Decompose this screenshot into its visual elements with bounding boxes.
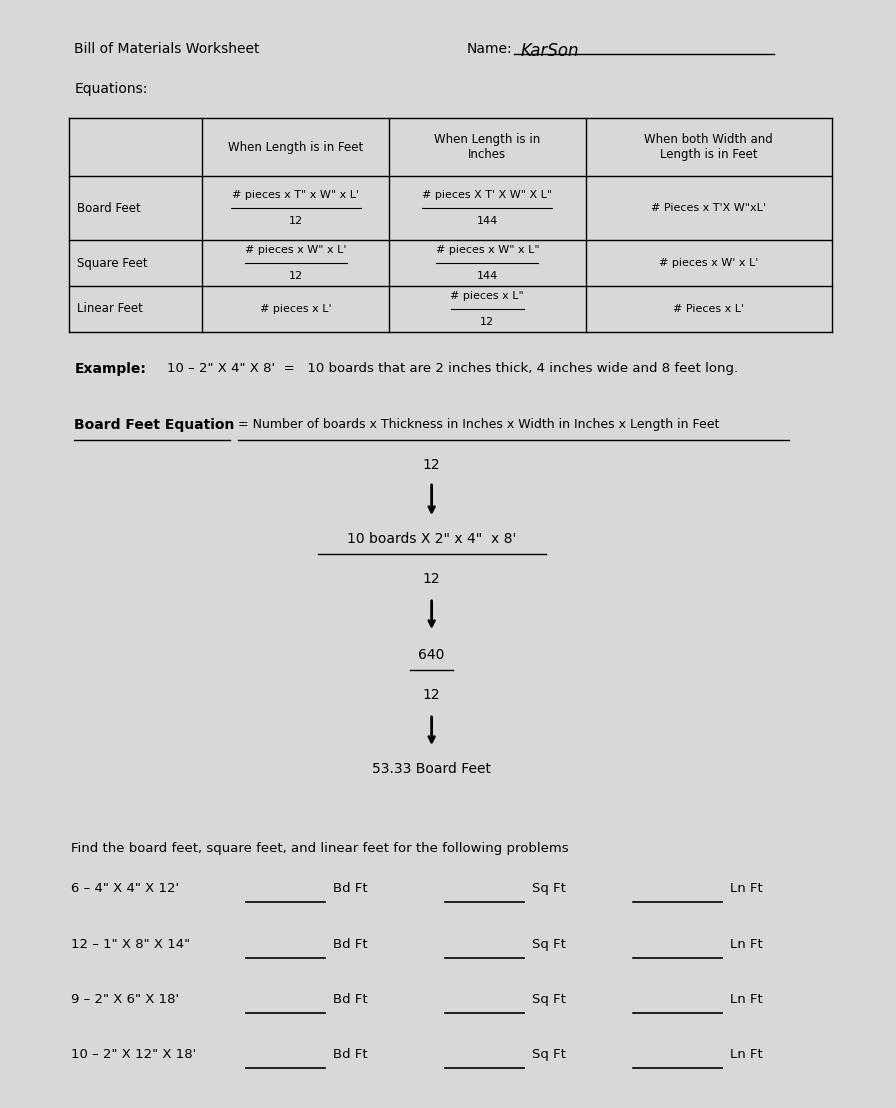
Text: Sq Ft: Sq Ft: [532, 882, 565, 895]
Text: Square Feet: Square Feet: [77, 256, 148, 269]
Text: Sq Ft: Sq Ft: [532, 938, 565, 951]
Text: 9 – 2" X 6" X 18': 9 – 2" X 6" X 18': [72, 993, 179, 1006]
Text: 53.33 Board Feet: 53.33 Board Feet: [372, 762, 491, 776]
Text: Board Feet: Board Feet: [77, 202, 142, 215]
Text: Ln Ft: Ln Ft: [730, 993, 763, 1006]
Text: Bd Ft: Bd Ft: [333, 993, 368, 1006]
Text: Linear Feet: Linear Feet: [77, 302, 143, 316]
Text: 144: 144: [477, 271, 498, 281]
Text: Equations:: Equations:: [74, 82, 148, 96]
Text: # Pieces x L': # Pieces x L': [673, 304, 745, 314]
Text: 12 – 1" X 8" X 14": 12 – 1" X 8" X 14": [72, 938, 191, 951]
Text: = Number of boards x Thickness in Inches x Width in Inches x Length in Feet: = Number of boards x Thickness in Inches…: [238, 418, 719, 431]
Text: 10 boards X 2" x 4"  x 8': 10 boards X 2" x 4" x 8': [347, 532, 516, 546]
Text: Sq Ft: Sq Ft: [532, 993, 565, 1006]
Text: Find the board feet, square feet, and linear feet for the following problems: Find the board feet, square feet, and li…: [72, 842, 569, 855]
Text: 12: 12: [423, 688, 441, 702]
Text: # pieces x L": # pieces x L": [451, 291, 524, 301]
Text: 12: 12: [423, 572, 441, 586]
Text: 640: 640: [418, 648, 444, 661]
Text: 12: 12: [423, 458, 441, 472]
Text: # Pieces x T'X W"xL': # Pieces x T'X W"xL': [651, 203, 766, 213]
Text: 12: 12: [289, 271, 303, 281]
Text: 12: 12: [289, 216, 303, 226]
Text: Sq Ft: Sq Ft: [532, 1048, 565, 1061]
Text: # pieces x T" x W" x L': # pieces x T" x W" x L': [232, 189, 359, 201]
Text: 12: 12: [480, 317, 495, 327]
Text: Bd Ft: Bd Ft: [333, 1048, 368, 1061]
Text: Name:: Name:: [466, 42, 512, 57]
Text: # pieces x W" x L": # pieces x W" x L": [435, 245, 539, 255]
Text: 144: 144: [477, 216, 498, 226]
Text: Board Feet Equation: Board Feet Equation: [74, 418, 235, 432]
Text: Bill of Materials Worksheet: Bill of Materials Worksheet: [74, 42, 260, 57]
Text: # pieces x W" x L': # pieces x W" x L': [245, 245, 347, 255]
Text: Ln Ft: Ln Ft: [730, 938, 763, 951]
Text: Example:: Example:: [74, 362, 146, 376]
Text: # pieces x W' x L': # pieces x W' x L': [659, 258, 758, 268]
Text: Bd Ft: Bd Ft: [333, 938, 368, 951]
Text: KarSon: KarSon: [521, 42, 580, 60]
Text: Ln Ft: Ln Ft: [730, 882, 763, 895]
Text: 6 – 4" X 4" X 12': 6 – 4" X 4" X 12': [72, 882, 179, 895]
Text: When Length is in
Inches: When Length is in Inches: [435, 133, 540, 161]
Text: # pieces X T' X W" X L": # pieces X T' X W" X L": [422, 189, 553, 201]
Text: # pieces x L': # pieces x L': [260, 304, 332, 314]
Text: When Length is in Feet: When Length is in Feet: [228, 141, 363, 154]
Text: Ln Ft: Ln Ft: [730, 1048, 763, 1061]
Text: 10 – 2" X 12" X 18': 10 – 2" X 12" X 18': [72, 1048, 197, 1061]
Text: Bd Ft: Bd Ft: [333, 882, 368, 895]
Text: When both Width and
Length is in Feet: When both Width and Length is in Feet: [644, 133, 773, 161]
Text: 10 – 2" X 4" X 8'  =   10 boards that are 2 inches thick, 4 inches wide and 8 fe: 10 – 2" X 4" X 8' = 10 boards that are 2…: [167, 362, 737, 375]
